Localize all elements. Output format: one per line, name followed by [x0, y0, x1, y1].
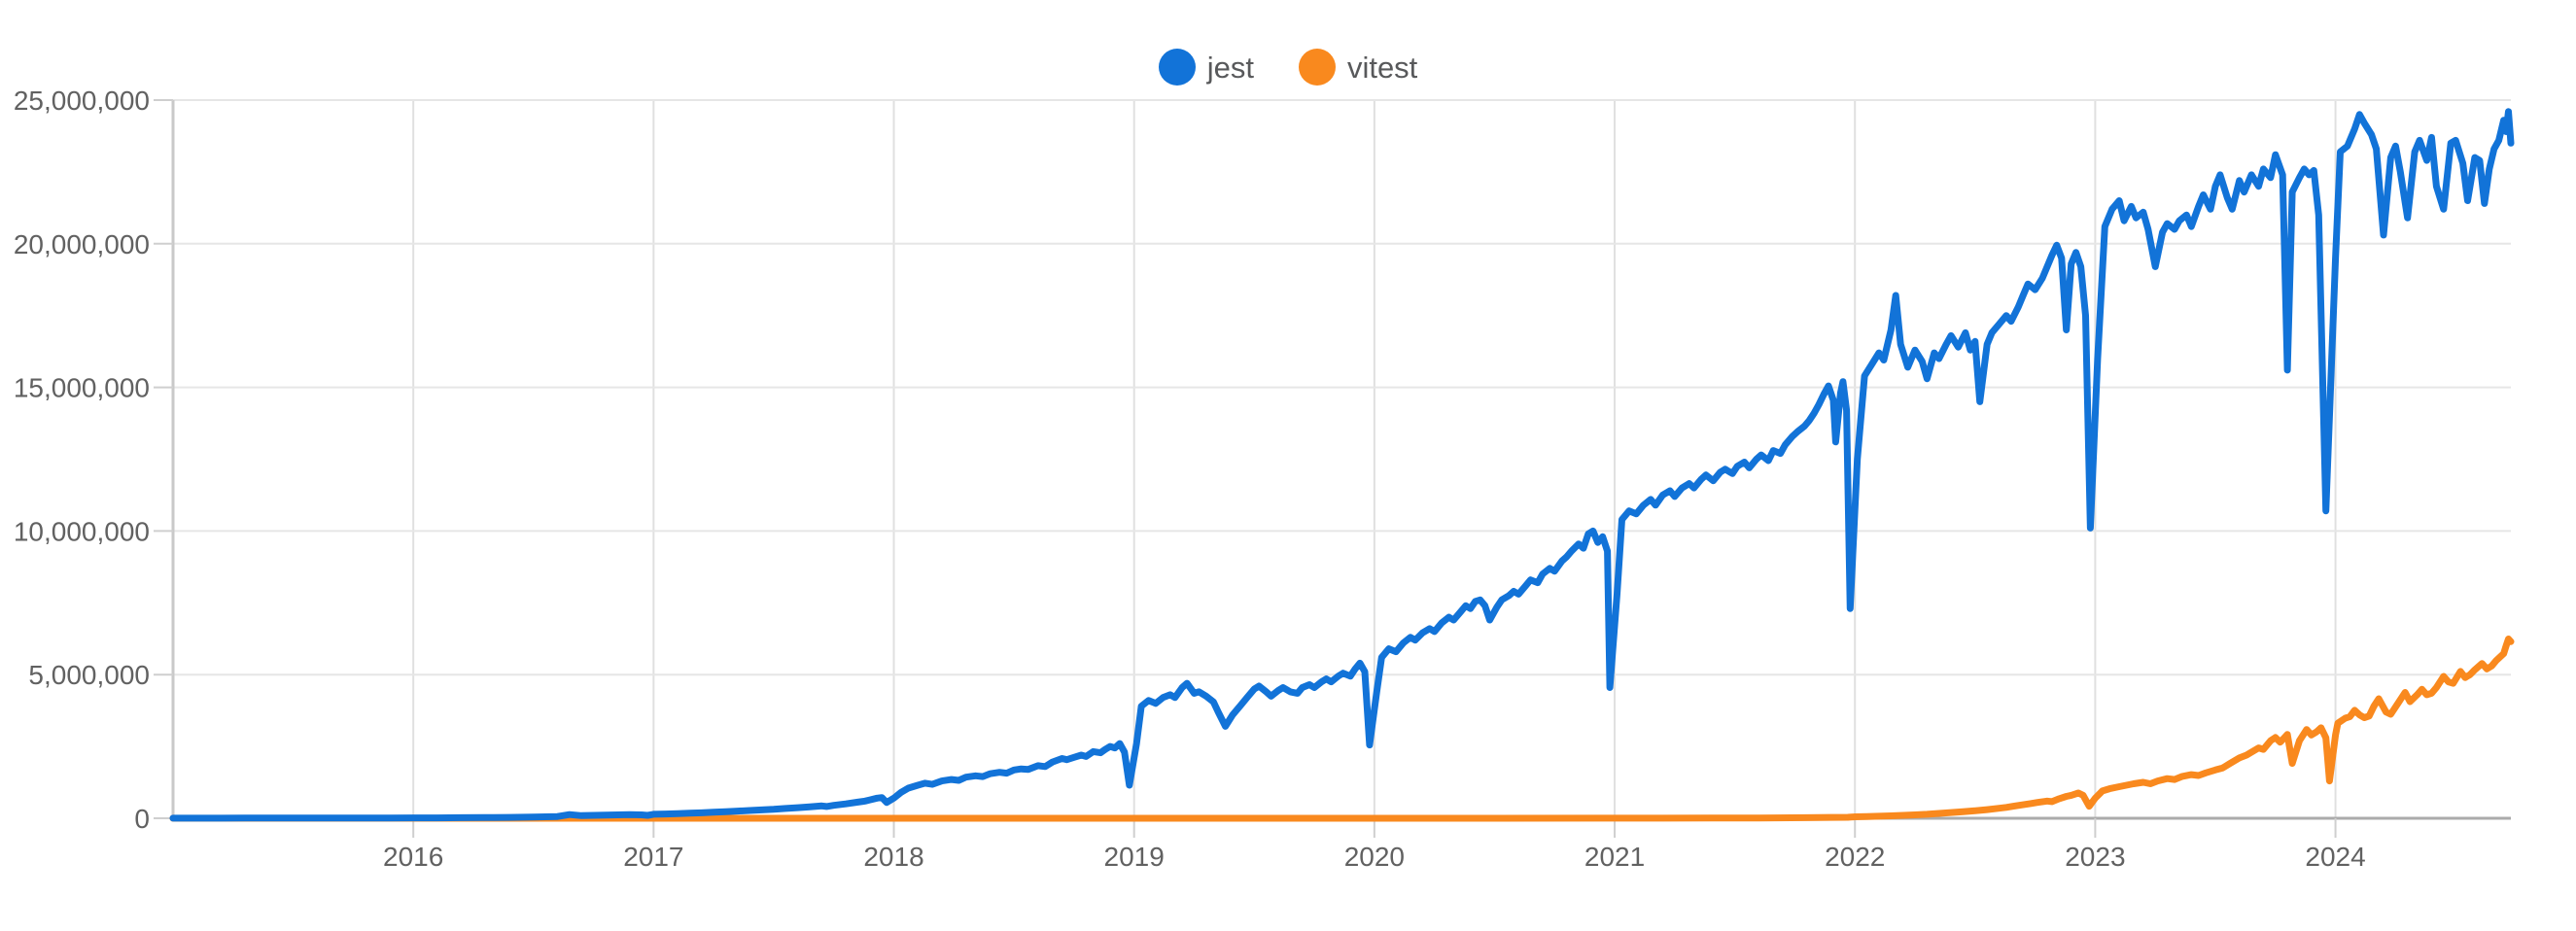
- y-tick-label: 15,000,000: [14, 373, 150, 403]
- y-tick-label: 0: [134, 804, 150, 834]
- y-tick-label: 5,000,000: [28, 660, 150, 690]
- y-tick-label: 10,000,000: [14, 516, 150, 546]
- x-tick-label: 2017: [623, 842, 683, 872]
- tick-labels: 0 5,000,000 10,000,000 15,000,000 20,000,000…: [14, 86, 2366, 872]
- x-tick-label: 2016: [383, 842, 443, 872]
- axes: [154, 99, 2511, 838]
- vitest-legend-color-dot: [1298, 49, 1336, 86]
- x-tick-label: 2021: [1584, 842, 1645, 872]
- series-line-jest: [169, 108, 2515, 822]
- x-tick-label: 2020: [1344, 842, 1405, 872]
- x-tick-label: 2024: [2305, 842, 2365, 872]
- grid-lines: [173, 99, 2511, 818]
- x-tick-label: 2022: [1825, 842, 1885, 872]
- x-tick-label: 2023: [2065, 842, 2125, 872]
- series-line-vitest: [169, 636, 2515, 822]
- jest-legend-color-dot: [1158, 49, 1196, 86]
- series-lines: [169, 108, 2515, 822]
- legend-item-vitest[interactable]: vitest: [1298, 49, 1418, 86]
- legend-item-jest[interactable]: jest: [1158, 49, 1254, 86]
- x-tick-label: 2018: [863, 842, 923, 872]
- y-tick-label: 25,000,000: [14, 86, 150, 116]
- legend-label: jest: [1206, 50, 1254, 85]
- x-tick-label: 2019: [1104, 842, 1165, 872]
- chart-legend: jest vitest: [0, 49, 2576, 86]
- y-tick-label: 20,000,000: [14, 229, 150, 259]
- legend-label: vitest: [1346, 50, 1418, 85]
